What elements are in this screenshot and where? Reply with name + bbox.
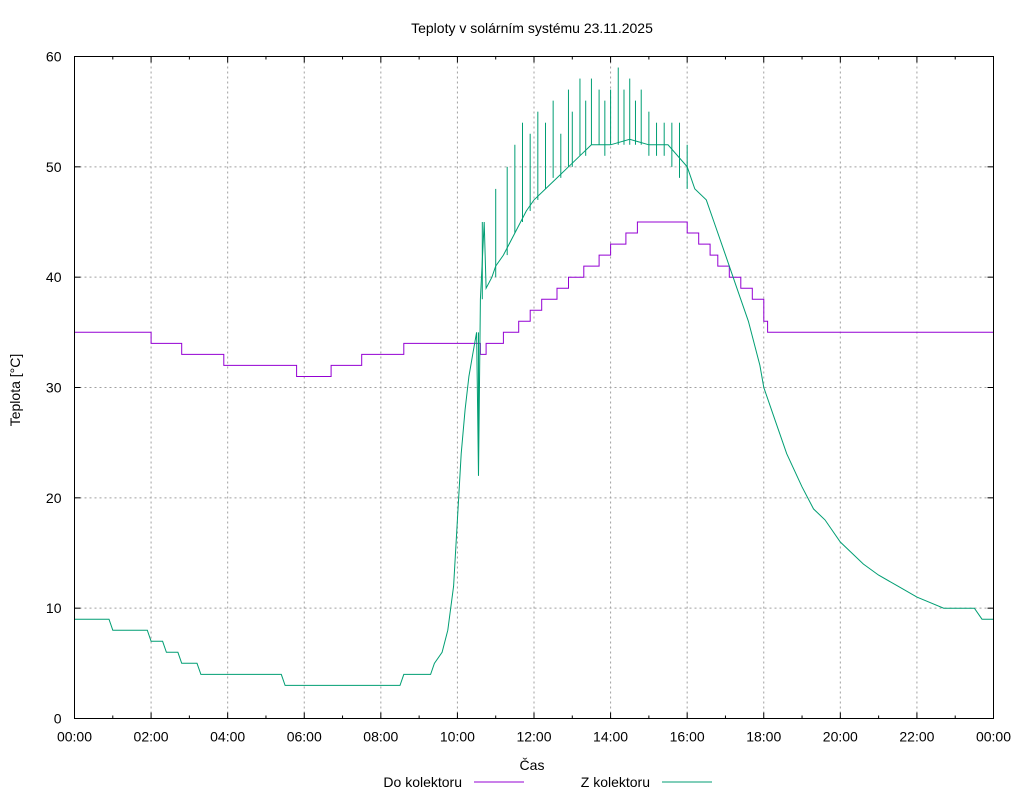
y-tick-label: 10 [46,600,62,616]
series-1 [74,67,994,686]
y-axis-label: Teplota [°C] [7,354,23,427]
x-tick-label: 10:00 [440,729,475,745]
x-tick-label: 12:00 [516,729,551,745]
x-tick-label: 04:00 [210,729,245,745]
x-tick-label: 20:00 [823,729,858,745]
y-tick-label: 0 [54,711,62,727]
x-tick-label: 06:00 [287,729,322,745]
y-tick-label: 20 [46,490,62,506]
y-tick-label: 50 [46,159,62,175]
x-tick-label: 22:00 [899,729,934,745]
x-axis-ticks: 00:00 02:00 04:00 06:00 08:00 10:00 12:00 14:00… [57,56,1011,745]
plot-frame [74,56,994,719]
series-layer [74,67,994,686]
x-tick-label: 18:00 [746,729,781,745]
y-axis-ticks: 0 10 20 30 40 50 60 [46,49,994,727]
x-tick-label: 00:00 [976,729,1011,745]
grid-lines [74,56,994,719]
y-tick-label: 30 [46,380,62,396]
x-tick-label: 02:00 [134,729,169,745]
series-line [74,138,994,686]
x-axis-label: Čas [520,757,545,773]
x-tick-label: 16:00 [670,729,705,745]
x-tick-label: 00:00 [57,729,92,745]
legend-label-z-kolektoru: Z kolektoru [581,774,650,790]
x-tick-label: 14:00 [593,729,628,745]
y-tick-label: 60 [46,49,62,65]
chart-title: Teploty v solárním systému 23.11.2025 [411,20,653,36]
legend-label-do-kolektoru: Do kolektoru [383,774,462,790]
y-tick-label: 40 [46,269,62,285]
x-tick-label: 08:00 [363,729,398,745]
legend: Do kolektoru Z kolektoru [383,774,712,790]
